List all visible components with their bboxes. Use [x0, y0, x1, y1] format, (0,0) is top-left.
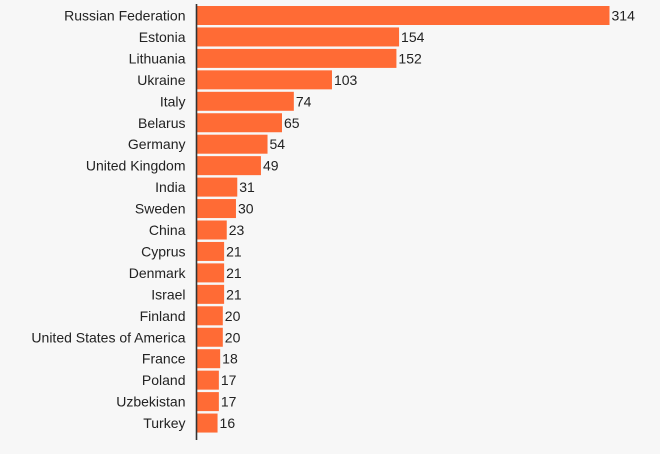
- category-label-united-kingdom: United Kingdom: [86, 158, 186, 174]
- category-label-russian-federation: Russian Federation: [64, 8, 185, 24]
- value-label-turkey: 16: [220, 415, 236, 431]
- value-label-sweden: 30: [238, 201, 254, 217]
- category-label-denmark: Denmark: [129, 265, 187, 281]
- bar-sweden: [196, 199, 236, 219]
- bar-finland: [196, 306, 223, 326]
- category-labels: Russian Federation Estonia Lithuania Ukrain…: [31, 8, 186, 432]
- value-labels: 314 154 152 103 74 65 54 49 31 30 23 21 21 21 20 20 18 17…: [220, 8, 636, 432]
- value-label-denmark: 21: [226, 265, 242, 281]
- value-label-germany: 54: [270, 136, 286, 152]
- value-label-ukraine: 103: [334, 72, 358, 88]
- value-label-lithuania: 152: [398, 50, 422, 66]
- category-label-belarus: Belarus: [138, 115, 185, 131]
- bar-israel: [196, 284, 225, 304]
- bar-denmark: [196, 263, 225, 283]
- category-label-uzbekistan: Uzbekistan: [116, 394, 185, 410]
- category-label-india: India: [155, 179, 186, 195]
- bar-germany: [196, 134, 268, 154]
- category-label-sweden: Sweden: [135, 201, 186, 217]
- value-label-united-kingdom: 49: [263, 158, 279, 174]
- bars-layer: [196, 6, 610, 433]
- value-label-estonia: 154: [401, 29, 425, 45]
- bar-belarus: [196, 113, 282, 133]
- bar-united-states-of-america: [196, 327, 223, 347]
- bar-russian-federation: [196, 6, 610, 25]
- category-label-ukraine: Ukraine: [137, 72, 185, 88]
- value-label-finland: 20: [225, 308, 241, 324]
- value-label-france: 18: [222, 351, 238, 367]
- category-label-france: France: [142, 351, 186, 367]
- category-label-finland: Finland: [140, 308, 186, 324]
- value-label-italy: 74: [296, 93, 312, 109]
- value-label-russian-federation: 314: [612, 8, 636, 24]
- category-label-italy: Italy: [160, 93, 186, 109]
- value-label-israel: 21: [226, 286, 242, 302]
- bar-estonia: [196, 27, 400, 47]
- value-label-belarus: 65: [284, 115, 300, 131]
- value-label-india: 31: [239, 179, 255, 195]
- bar-uzbekistan: [196, 392, 219, 412]
- category-label-turkey: Turkey: [143, 415, 185, 431]
- value-label-cyprus: 21: [226, 243, 242, 259]
- bar-lithuania: [196, 48, 397, 68]
- value-label-china: 23: [229, 222, 245, 238]
- bar-ukraine: [196, 70, 332, 90]
- category-label-poland: Poland: [142, 372, 186, 388]
- category-label-united-states-of-america: United States of America: [31, 329, 185, 345]
- category-label-lithuania: Lithuania: [129, 50, 186, 66]
- bar-turkey: [196, 413, 218, 433]
- bar-poland: [196, 370, 219, 390]
- category-label-israel: Israel: [151, 286, 185, 302]
- bar-china: [196, 220, 227, 240]
- category-label-germany: Germany: [128, 136, 186, 152]
- category-label-cyprus: Cyprus: [141, 243, 185, 259]
- bar-italy: [196, 91, 294, 111]
- bar-united-kingdom: [196, 156, 261, 176]
- category-label-estonia: Estonia: [139, 29, 186, 45]
- bar-france: [196, 349, 221, 369]
- bar-cyprus: [196, 241, 225, 261]
- bar-india: [196, 177, 238, 197]
- category-label-china: China: [149, 222, 186, 238]
- value-label-poland: 17: [221, 372, 237, 388]
- value-label-uzbekistan: 17: [221, 394, 237, 410]
- value-label-united-states-of-america: 20: [225, 329, 241, 345]
